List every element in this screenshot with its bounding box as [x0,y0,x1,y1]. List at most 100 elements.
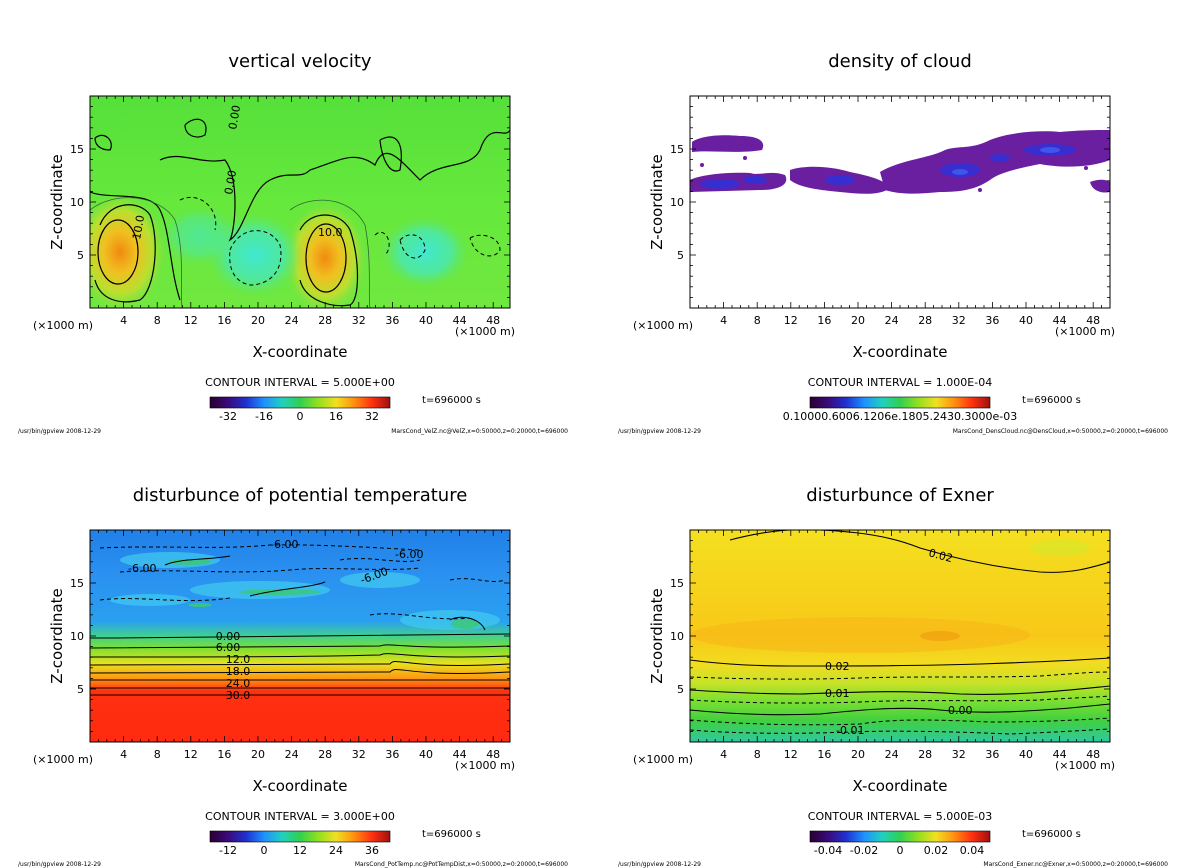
x-axis-label: X-coordinate [853,343,948,361]
time-label: t=696000 s [422,395,481,406]
x-tick-label: 48 [1086,314,1100,327]
colorbar-tick: -0.04 [814,844,842,857]
x-tick-label: 12 [784,748,798,761]
x-unit-label-left: (×1000 m) [633,319,693,332]
contour-label: 6.00 [216,641,241,654]
colorbar-tick: 0.10000.6006.1206e.1805.2430.3000e-03 [783,410,1017,423]
x-tick-label: 44 [1053,314,1067,327]
y-tick-label: 15 [70,143,84,156]
x-tick-label: 24 [885,748,899,761]
x-tick-label: 20 [251,314,265,327]
colorbar-tick: -16 [255,410,273,423]
contour-label: 10.0 [130,214,147,240]
contour-label: 30.0 [226,689,251,702]
contour-label: 0.01 [825,687,850,700]
colorbar-tick: 24 [329,844,343,857]
x-axis-label: X-coordinate [253,343,348,361]
x-tick-label: 8 [154,748,161,761]
y-tick-label: 5 [677,249,684,262]
x-tick-label: 4 [120,314,127,327]
chart-title: vertical velocity [228,51,372,72]
colorbar-tick: 0 [297,410,304,423]
x-tick-label: 36 [985,314,999,327]
x-tick-label: 4 [720,748,727,761]
colorbar-tick: 0.04 [960,844,985,857]
time-label: t=696000 s [1022,829,1081,840]
panel-density-of-cloud: density of cloud [618,51,1168,435]
x-tick-label: 44 [1053,748,1067,761]
x-tick-label: 12 [184,748,198,761]
contour-label: 0.00 [948,704,973,717]
x-tick-label: 40 [419,748,433,761]
x-tick-label: 28 [318,748,332,761]
contour-label: -0.01 [836,724,864,737]
contour-label: -6.00 [128,562,156,575]
y-axis-label: Z-coordinate [648,154,666,249]
colorbar [809,830,991,843]
x-tick-label: 20 [851,748,865,761]
x-tick-label: 48 [486,748,500,761]
x-tick-label: 40 [419,314,433,327]
x-tick-label: 20 [851,314,865,327]
x-tick-label: 36 [385,314,399,327]
x-tick-label: 40 [1019,748,1033,761]
x-tick-label: 4 [120,748,127,761]
colorbar-tick: -12 [219,844,237,857]
colorbar-tick: 12 [293,844,307,857]
x-tick-label: 12 [784,314,798,327]
contour-label: 0.00 [216,630,241,643]
contour-interval: CONTOUR INTERVAL = 5.000E-03 [808,810,992,823]
x-tick-label: 32 [352,748,366,761]
contour-label: -6.00 [395,548,423,561]
footer-right: MarsCond_VelZ.nc@VelZ,x=0:50000,z=0:2000… [391,428,568,435]
footer-left: /usr/bin/gpview 2008-12-29 [18,861,101,868]
x-tick-label: 8 [154,314,161,327]
colorbar-tick: 0 [261,844,268,857]
x-tick-label: 36 [385,748,399,761]
x-tick-label: 40 [1019,314,1033,327]
x-unit-label-left: (×1000 m) [33,319,93,332]
x-tick-label: 8 [754,748,761,761]
contour-label: 12.0 [226,653,251,666]
x-tick-label: 24 [285,748,299,761]
x-axis-label: X-coordinate [853,777,948,795]
x-unit-label-left: (×1000 m) [633,753,693,766]
x-tick-label: 24 [885,314,899,327]
x-tick-label: 48 [1086,748,1100,761]
x-tick-label: 4 [720,314,727,327]
chart-title: density of cloud [828,51,972,72]
x-tick-label: 24 [285,314,299,327]
x-tick-label: 32 [952,748,966,761]
chart-title: disturbunce of potential temperature [133,485,468,506]
y-axis-label: Z-coordinate [48,588,66,683]
colorbar-tick: -0.02 [850,844,878,857]
colorbar-tick: -32 [219,410,237,423]
plot-area: 10.0 10.0 0.00 0.00 [90,96,510,308]
contour-label: 0.02 [825,660,850,673]
footer-right: MarsCond_Exner.nc@Exner,x=0:50000,z=0:20… [983,861,1168,868]
contour-label: 0.00 [226,104,243,130]
x-unit-label-right: (×1000 m) [455,325,515,338]
contour-interval: CONTOUR INTERVAL = 1.000E-04 [808,376,992,389]
y-axis-label: Z-coordinate [648,588,666,683]
plot-area [690,96,1110,308]
footer-right: MarsCond_DensCloud.nc@DensCloud,x=0:5000… [953,428,1168,435]
footer-left: /usr/bin/gpview 2008-12-29 [18,428,101,435]
y-tick-label: 5 [77,683,84,696]
x-tick-label: 8 [754,314,761,327]
chart-title: disturbunce of Exner [806,485,994,506]
x-tick-label: 48 [486,314,500,327]
y-tick-label: 15 [70,577,84,590]
colorbar [209,830,391,843]
colorbar-tick: 36 [365,844,379,857]
panel-potential-temperature: disturbunce of potential temperature [18,485,568,868]
y-tick-label: 10 [70,630,84,643]
contour-label: 0.02 [927,546,954,565]
y-tick-label: 10 [70,196,84,209]
x-unit-label-right: (×1000 m) [1055,759,1115,772]
colorbar-tick: 16 [329,410,343,423]
panel-vertical-velocity: vertical velocity [18,51,568,435]
footer-left: /usr/bin/gpview 2008-12-29 [618,861,701,868]
x-axis-label: X-coordinate [253,777,348,795]
contour-label: 0.00 [222,169,239,195]
